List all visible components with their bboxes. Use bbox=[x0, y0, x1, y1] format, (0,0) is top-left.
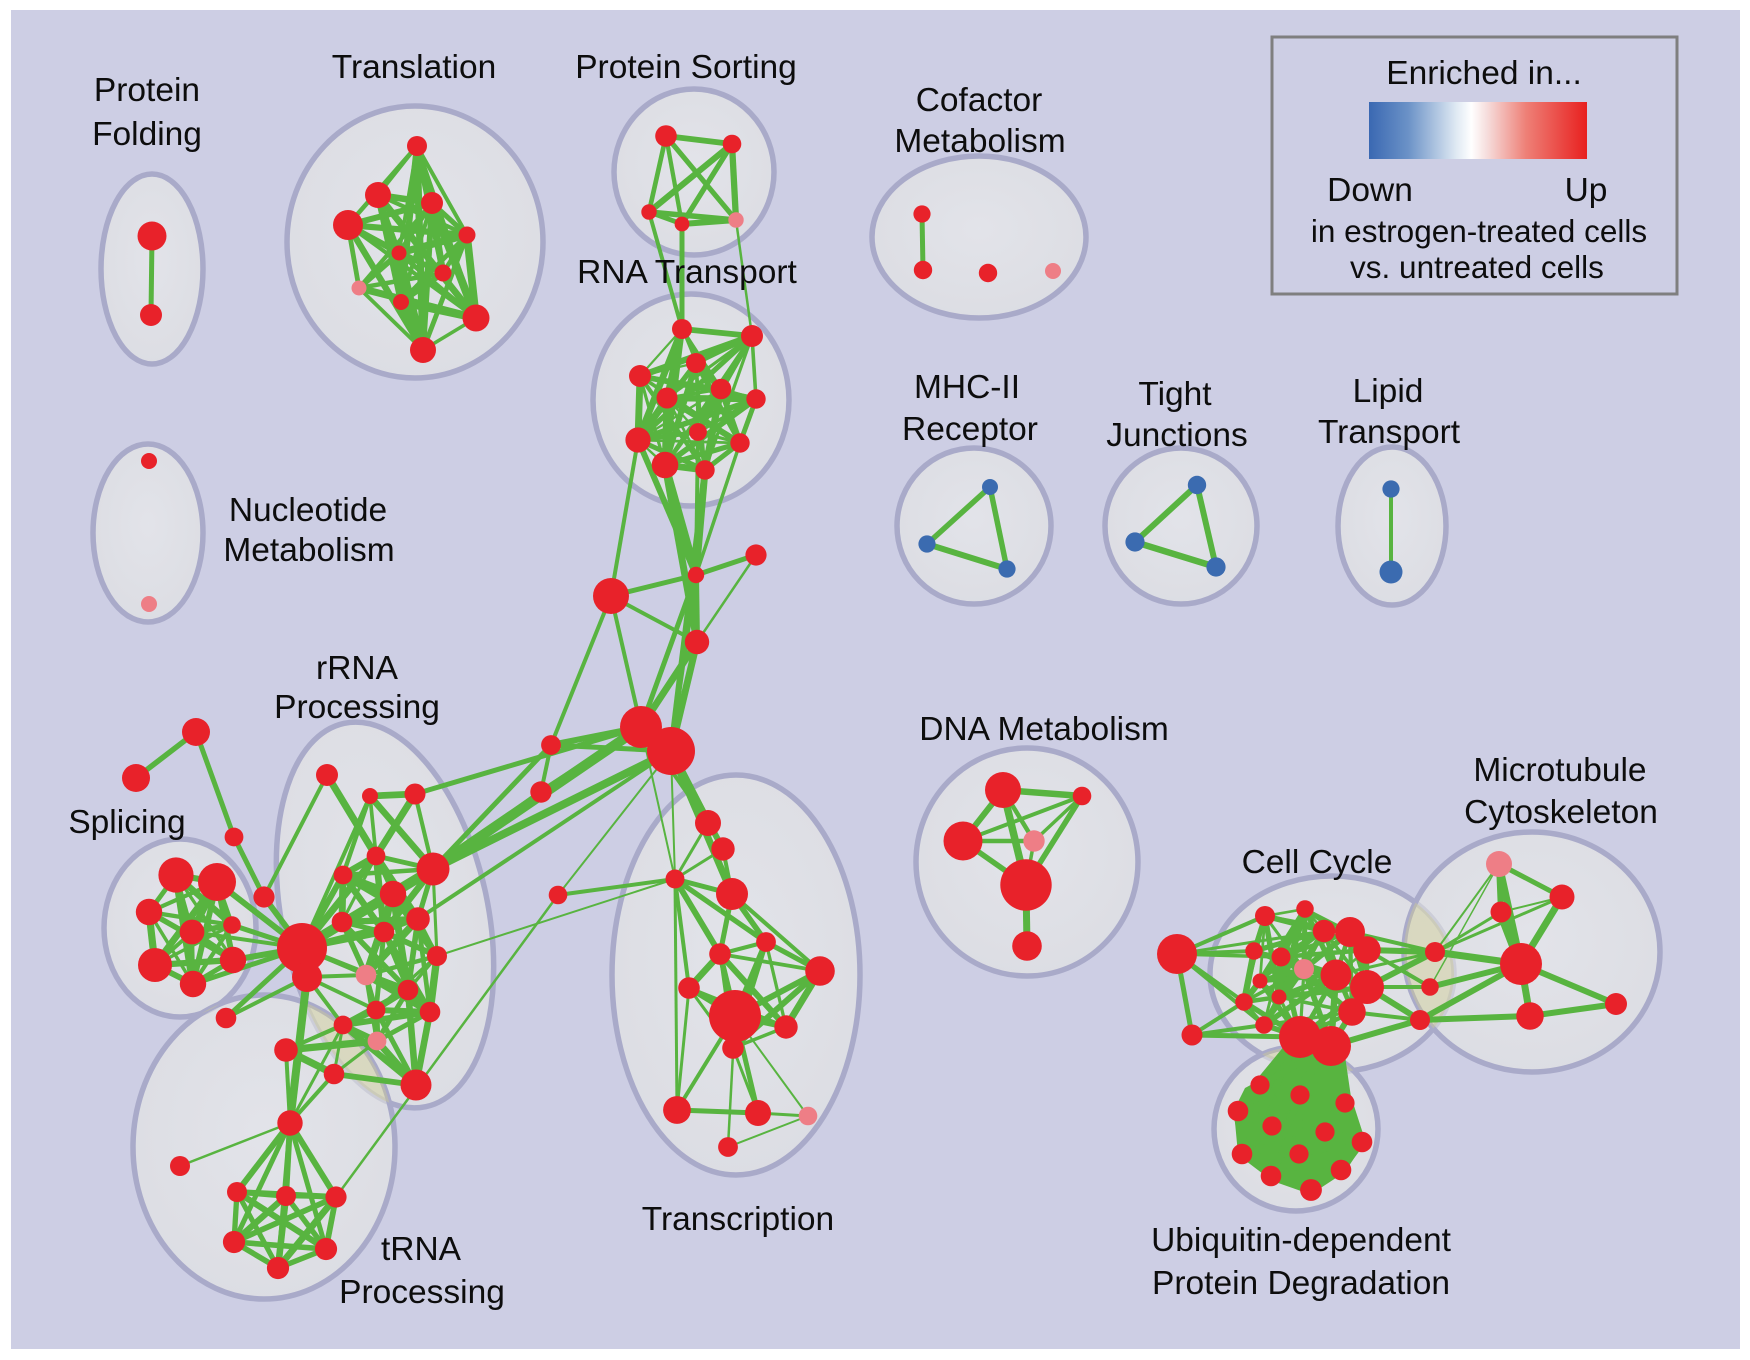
svg-text:Tight: Tight bbox=[1138, 376, 1212, 413]
svg-text:MHC-II: MHC-II bbox=[914, 369, 1020, 406]
svg-text:Up: Up bbox=[1565, 172, 1608, 209]
svg-text:Protein Degradation: Protein Degradation bbox=[1152, 1265, 1450, 1302]
svg-text:Junctions: Junctions bbox=[1106, 417, 1248, 454]
svg-text:Ubiquitin-dependent: Ubiquitin-dependent bbox=[1151, 1222, 1452, 1259]
svg-text:Translation: Translation bbox=[332, 49, 496, 86]
svg-text:Metabolism: Metabolism bbox=[223, 532, 394, 569]
svg-text:Enriched in...: Enriched in... bbox=[1386, 55, 1582, 92]
svg-text:tRNA: tRNA bbox=[381, 1231, 462, 1268]
svg-text:Cytoskeleton: Cytoskeleton bbox=[1464, 794, 1658, 831]
svg-text:Folding: Folding bbox=[92, 116, 202, 153]
svg-text:Microtubule: Microtubule bbox=[1473, 752, 1646, 789]
svg-text:Transcription: Transcription bbox=[642, 1201, 834, 1238]
svg-text:Receptor: Receptor bbox=[902, 411, 1038, 448]
svg-text:Transport: Transport bbox=[1318, 414, 1461, 451]
svg-text:in estrogen-treated cells: in estrogen-treated cells bbox=[1311, 213, 1647, 249]
svg-text:vs. untreated cells: vs. untreated cells bbox=[1350, 249, 1604, 285]
svg-text:rRNA: rRNA bbox=[316, 650, 399, 687]
svg-text:Processing: Processing bbox=[339, 1274, 505, 1311]
svg-text:Splicing: Splicing bbox=[68, 804, 185, 841]
svg-text:Lipid: Lipid bbox=[1353, 373, 1424, 410]
svg-text:Protein: Protein bbox=[94, 72, 200, 109]
svg-text:Processing: Processing bbox=[274, 689, 440, 726]
svg-text:Cell Cycle: Cell Cycle bbox=[1242, 844, 1393, 881]
svg-text:Metabolism: Metabolism bbox=[894, 123, 1065, 160]
svg-text:Nucleotide: Nucleotide bbox=[229, 492, 387, 529]
svg-text:RNA Transport: RNA Transport bbox=[577, 254, 797, 291]
svg-text:DNA Metabolism: DNA Metabolism bbox=[919, 711, 1168, 748]
svg-text:Cofactor: Cofactor bbox=[916, 82, 1043, 119]
svg-text:Protein Sorting: Protein Sorting bbox=[575, 49, 797, 86]
svg-text:Down: Down bbox=[1327, 172, 1413, 209]
